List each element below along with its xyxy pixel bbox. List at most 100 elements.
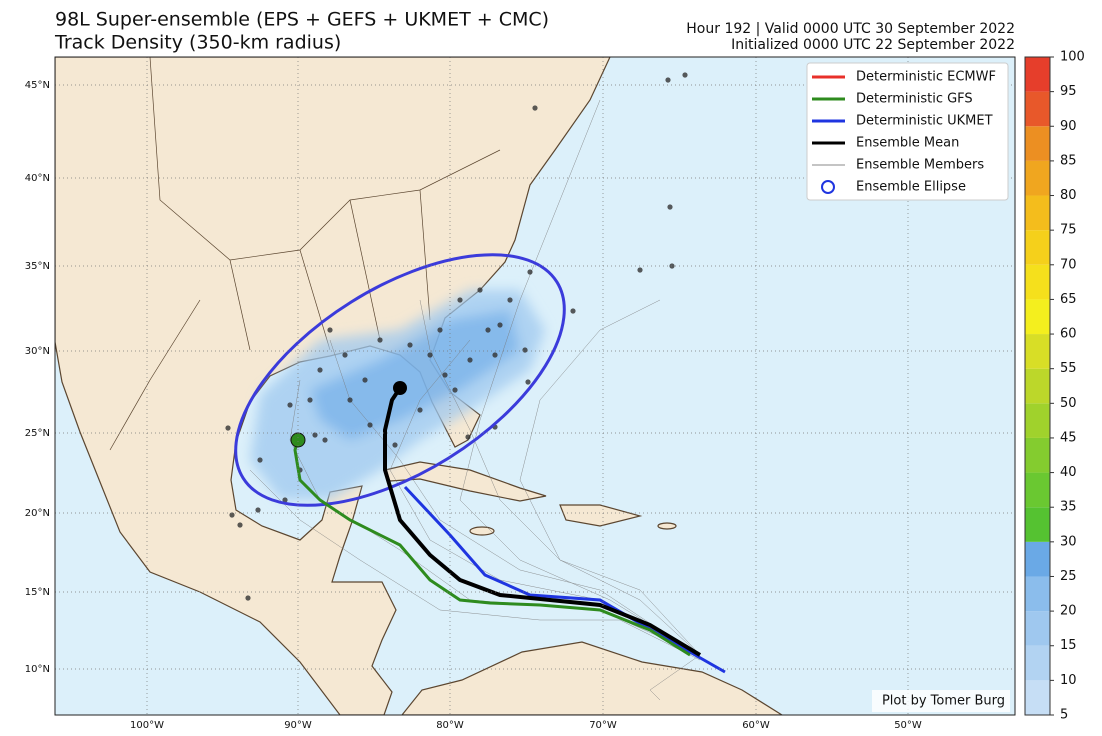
lon-label: 60°W [742,720,770,731]
colorbar-bin [1025,230,1050,265]
endpoint [497,322,503,328]
colorbar-label: 75 [1060,223,1077,238]
legend: Deterministic ECMWF Deterministic GFS Dete… [812,70,996,195]
colorbar-bin [1025,437,1050,473]
endpoint [417,407,423,413]
endpoint [245,595,251,601]
colorbar-bin [1025,264,1050,300]
lat-label: 35°N [25,261,50,272]
lon-label: 100°W [130,720,164,731]
endpoint [525,379,531,385]
lon-label: 90°W [284,720,312,731]
endpoint [312,432,318,438]
colorbar-label: 10 [1060,673,1077,688]
endpoint [507,297,513,303]
colorbar-label: 95 [1060,84,1077,99]
colorbar-label: 65 [1060,292,1077,307]
colorbar-label: 80 [1060,188,1077,203]
endpoint [522,347,528,353]
ensemble-ellipse [234,253,566,507]
mean-endpoint [393,381,407,395]
axis-labels: 45°N 40°N 35°N 30°N 25°N 20°N 15°N 10°N 100°W 90°… [25,80,922,731]
endpoint [665,77,671,83]
lat-label: 20°N [25,508,50,519]
endpoint [377,337,383,343]
endpoint [457,297,463,303]
gfs-endpoint [290,432,306,448]
colorbar-label: 45 [1060,430,1077,445]
endpoint [287,402,293,408]
valid-time: Hour 192 | Valid 0000 UTC 30 September 2… [686,21,1015,37]
endpoint [532,105,538,111]
gfs-track [293,439,691,657]
colorbar-bin [1025,403,1050,438]
lon-label: 50°W [894,720,922,731]
endpoint [452,387,458,393]
endpoint [347,397,353,403]
colorbar-label: 55 [1060,361,1077,376]
endpoint [322,437,328,443]
lon-label: 80°W [436,720,464,731]
legend-label: Ensemble Ellipse [856,180,966,195]
endpoint [667,204,673,210]
endpoint [342,352,348,358]
endpoint [367,422,373,428]
legend-symbol [821,180,835,194]
endpoint [255,507,261,513]
legend-label: Ensemble Members [856,158,984,173]
colorbar-bin [1025,195,1050,231]
endpoint [317,367,323,373]
member-endpoints [225,72,688,601]
colorbar-bin [1025,611,1050,646]
legend-box [806,62,1009,201]
colorbar-label: 90 [1060,119,1077,134]
colorbar-frame [1024,56,1051,716]
endpoint [682,72,688,78]
colorbar-bin [1025,472,1050,508]
colorbar-label: 70 [1060,257,1077,272]
legend-label: Deterministic UKMET [856,114,993,129]
colorbar-label: 100 [1060,50,1085,65]
init-time: Initialized 0000 UTC 22 September 2022 [731,37,1015,53]
endpoint [392,442,398,448]
colorbar-bin [1025,576,1050,612]
endpoint [477,287,483,293]
endpoint [407,342,413,348]
colorbar-label: 60 [1060,327,1077,342]
colorbar-label: 40 [1060,465,1077,480]
endpoint [437,327,443,333]
colorbar-bin [1025,57,1050,92]
credit: Plot by Tomer Burg [882,694,1005,709]
colorbar-label: 30 [1060,534,1077,549]
colorbar-bin [1025,541,1050,577]
colorbar-label: 50 [1060,396,1077,411]
lat-label: 15°N [25,587,50,598]
endpoint [467,357,473,363]
colorbar-label: 20 [1060,604,1077,619]
endpoint [225,425,231,431]
colorbar-bin [1025,126,1050,161]
endpoint [327,327,333,333]
legend-label: Deterministic ECMWF [856,70,996,85]
borders [109,57,501,451]
endpoint [282,497,288,503]
lat-label: 30°N [25,346,50,357]
mean-track [383,386,702,657]
colorbar-label: 85 [1060,153,1077,168]
endpoint [427,352,433,358]
land [55,57,784,715]
endpoint [465,434,471,440]
lat-label: 10°N [25,664,50,675]
endpoint [257,457,263,463]
colorbar-label: 15 [1060,638,1077,653]
colorbar-label: 25 [1060,569,1077,584]
endpoint [362,377,368,383]
title: 98L Super-ensemble (EPS + GEFS + UKMET +… [55,9,549,31]
colorbar-bin [1025,299,1050,335]
graticule [55,57,1015,715]
colorbar-bin [1025,160,1050,196]
endpoint [492,352,498,358]
endpoint [307,397,313,403]
endpoint [442,372,448,378]
